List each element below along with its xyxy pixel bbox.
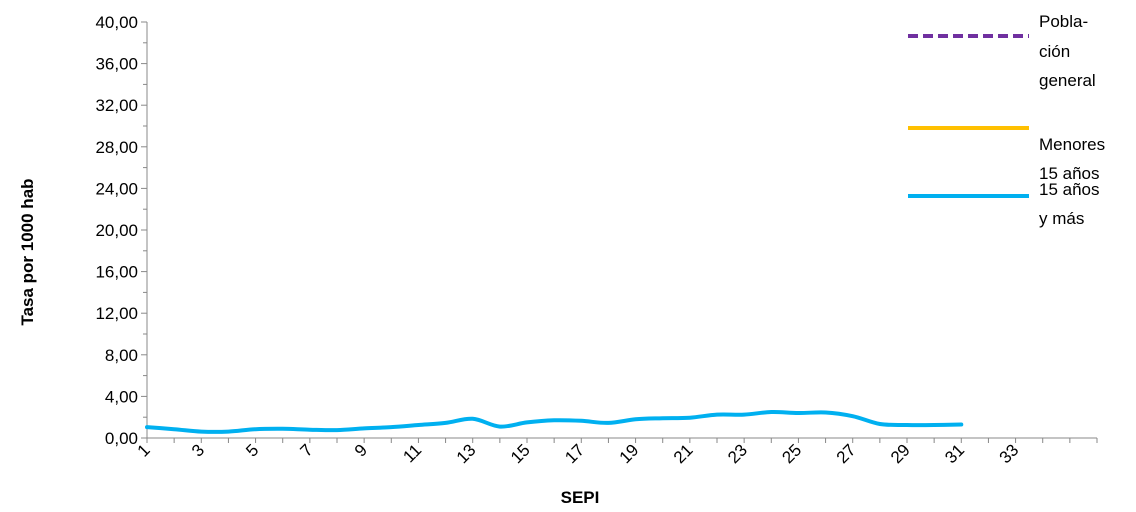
x-axis-ticks: 1 3 5 7 9 11 13 15 17 19 21 23 25 27 29 31 33 [134,438,1098,467]
legend-label: 15 años [1039,164,1100,183]
y-tick-label: 24,00 [95,179,138,198]
legend-label: general [1039,71,1096,90]
y-tick-label: 8,00 [105,346,138,365]
x-tick-label: 7 [297,440,317,460]
y-tick-label: 4,00 [105,387,138,406]
x-axis-title: SEPI [561,488,600,507]
x-tick-label: 5 [242,440,262,460]
legend-label: Menores [1039,135,1105,154]
y-axis-title: Tasa por 1000 hab [18,178,37,325]
x-tick-label: 25 [778,440,805,467]
x-tick-label: 17 [561,440,588,467]
y-tick-label: 28,00 [95,138,138,157]
x-tick-label: 27 [833,440,860,467]
x-tick-label: 33 [996,440,1023,467]
legend-label: 15 años [1039,180,1100,199]
y-tick-label: 32,00 [95,96,138,115]
x-tick-label: 29 [887,440,914,467]
series-lines [145,409,964,434]
x-tick-label: 21 [670,440,697,467]
x-tick-label: 11 [399,440,425,466]
axes [146,22,1097,439]
y-tick-label: 12,00 [95,304,138,323]
y-tick-label: 40,00 [95,13,138,32]
x-tick-label: 3 [188,440,208,460]
legend-label: ción [1039,42,1070,61]
series-line-2 [145,409,964,434]
x-tick-label: 9 [351,440,371,460]
x-tick-label: 13 [453,440,480,467]
x-tick-label: 15 [507,440,534,467]
x-tick-label: 23 [724,440,751,467]
legend-label: Pobla- [1039,12,1088,31]
y-tick-label: 0,00 [105,429,138,448]
y-axis-ticks: 0,00 4,00 8,00 12,00 16,00 20,00 24,00 28,00 32,… [95,13,147,448]
x-tick-label: 31 [941,440,968,467]
legend-label: y más [1039,209,1084,228]
x-tick-label: 19 [616,440,643,467]
y-tick-label: 16,00 [95,263,138,282]
y-tick-label: 20,00 [95,221,138,240]
x-tick-label: 1 [134,440,154,460]
y-tick-label: 36,00 [95,55,138,74]
